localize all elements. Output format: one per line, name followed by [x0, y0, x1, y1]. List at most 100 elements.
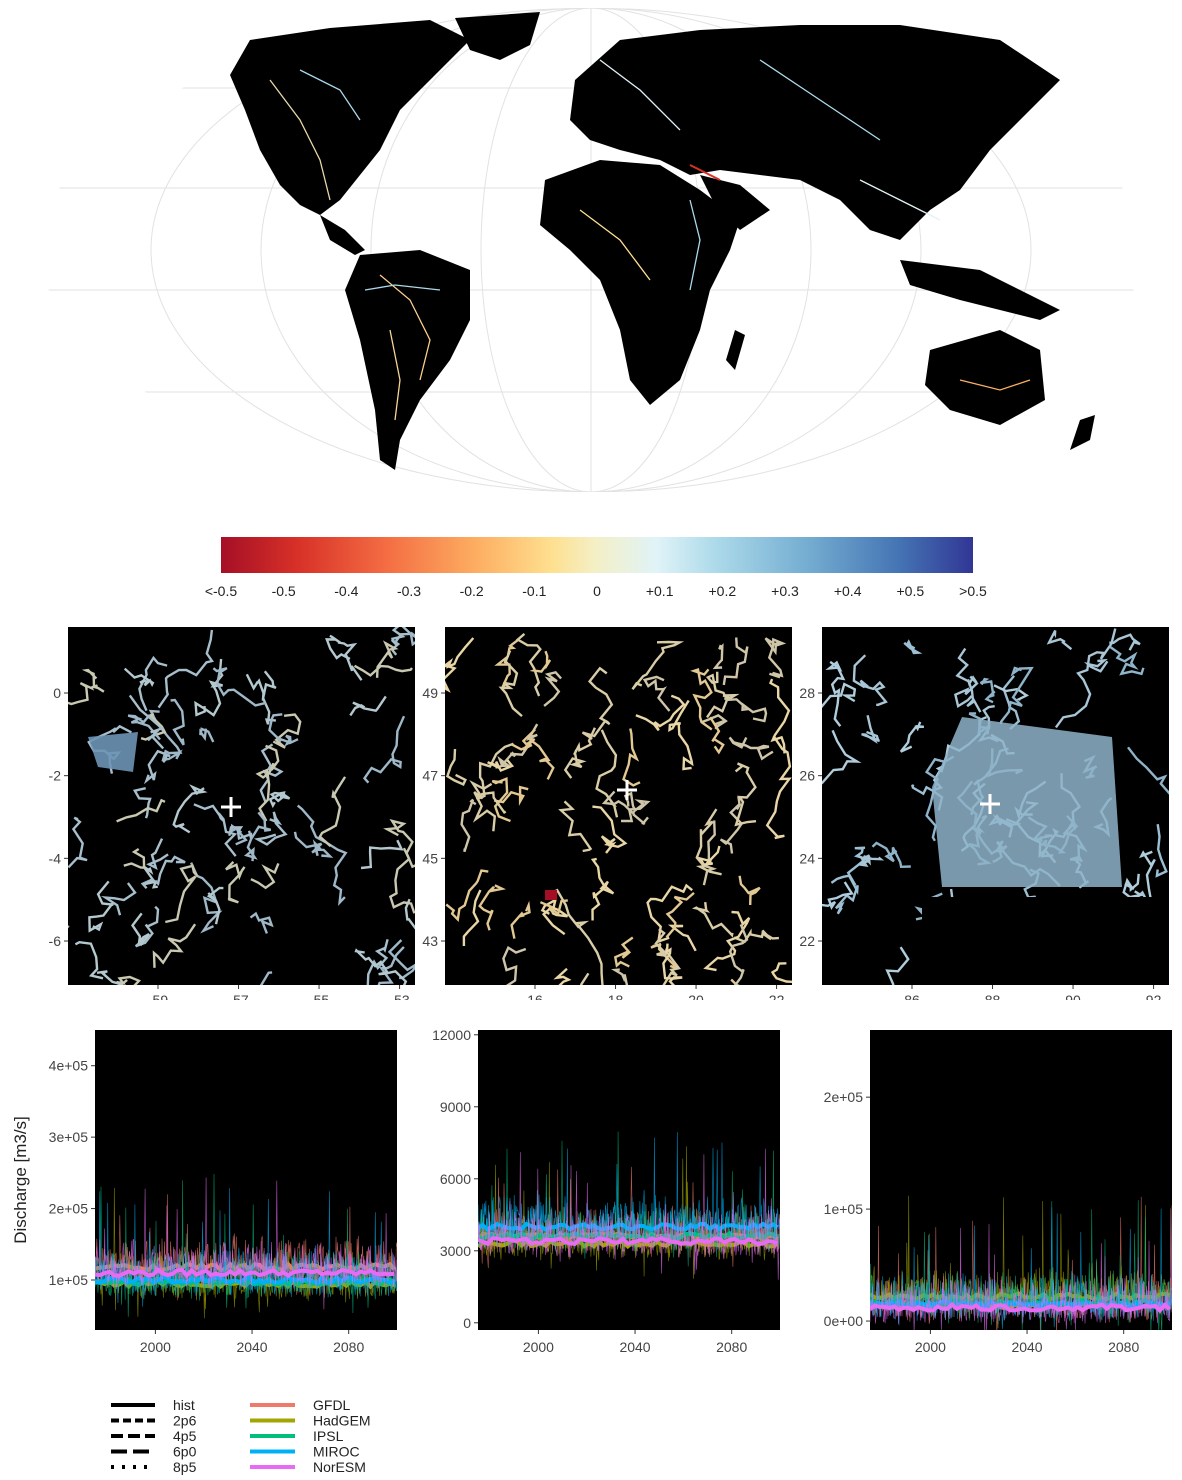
series-smoothed-line: [478, 1236, 779, 1247]
inset-map-1: 0 -2 -4 -6 -59 -57 -55 -53: [49, 627, 415, 1000]
legend-model-label: HadGEM: [313, 1413, 371, 1429]
chart-x-tick-label: 2040: [619, 1339, 650, 1355]
inset-y-tick-label: -2: [49, 768, 62, 784]
chart-y-tick-label: 12000: [432, 1027, 471, 1043]
inset-y-tick-label: 26: [799, 768, 815, 784]
discharge-chart-1: 1e+05 2e+05 3e+05 4e+05 2000 2040 2080 Discharg…: [11, 1030, 397, 1355]
location-crosshair-icon: [980, 794, 1000, 814]
colorbar-tick-label: +0.3: [771, 583, 799, 599]
series-miroc: [478, 1132, 780, 1250]
chart-y-tick-label: 1e+05: [49, 1272, 89, 1288]
chart-y-tick-label: 6000: [440, 1171, 471, 1187]
legend-model-label: IPSL: [313, 1428, 344, 1444]
colorbar-tick-label: -0.1: [522, 583, 546, 599]
chart-y-tick-label: 2e+05: [49, 1201, 89, 1217]
chart-y-tick-label: 3e+05: [49, 1129, 89, 1145]
inset-x-tick-label: -59: [148, 992, 168, 1000]
inset-map-2: 49 47 45 43 16 18 20 22: [422, 627, 792, 1000]
colorbar-tick-label: 0: [593, 583, 601, 599]
inset-y-tick-label: 47: [422, 768, 438, 784]
legend-model-label: MIROC: [313, 1444, 360, 1460]
inset-x-tick-label: 22: [769, 992, 785, 1000]
chart-y-tick-label: 3000: [440, 1243, 471, 1259]
chart-y-tick-label: 1e+05: [824, 1201, 864, 1217]
chart-y-tick-label: 0: [463, 1315, 471, 1331]
inset-lake: [88, 732, 138, 772]
colorbar-tick-label: -0.5: [272, 583, 296, 599]
discharge-charts: 1e+05 2e+05 3e+05 4e+05 2000 2040 2080 Discharg…: [11, 1027, 1172, 1355]
chart-x-tick-label: 2000: [140, 1339, 171, 1355]
inset-x-tick-label: 90: [1065, 992, 1081, 1000]
chart-x-tick-label: 2040: [236, 1339, 267, 1355]
inset-y-tick-label: 24: [799, 850, 815, 866]
colorbar-tick-label: +0.1: [646, 583, 674, 599]
colorbar-tick-label: -0.3: [397, 583, 421, 599]
legend-model-label: NorESM: [313, 1459, 366, 1475]
chart-x-tick-label: 2000: [523, 1339, 554, 1355]
inset-y-tick-label: 49: [422, 685, 438, 701]
series-smoothed-line: [95, 1267, 395, 1279]
inset-river-network: [445, 632, 792, 985]
inset-y-tick-label: -6: [49, 933, 62, 949]
inset-x-tick-label: 18: [608, 992, 624, 1000]
chart-x-tick-label: 2080: [333, 1339, 364, 1355]
legend-scenario-label: hist: [173, 1397, 195, 1413]
series-smoothed-line: [870, 1301, 1171, 1314]
inset-river-network: [68, 627, 415, 985]
legend-model-label: GFDL: [313, 1397, 351, 1413]
legend: hist 2p6 4p5 6p0 8p5 GFDL HadGEM IPSL MIROC NorE…: [105, 1395, 425, 1475]
legend-scenario-label: 6p0: [173, 1444, 197, 1460]
discharge-chart-3: 0e+00 1e+05 2e+05 2000 2040 2080: [824, 1030, 1172, 1355]
inset-y-tick-label: 43: [422, 933, 438, 949]
legend-scenario-label: 2p6: [173, 1413, 197, 1429]
chart-x-tick-label: 2080: [716, 1339, 747, 1355]
chart-y-tick-label: 2e+05: [824, 1089, 864, 1105]
location-crosshair-icon: [221, 797, 241, 817]
inset-x-tick-label: 20: [688, 992, 704, 1000]
world-map: [41, 8, 1141, 492]
inset-y-tick-label: 0: [53, 685, 61, 701]
inset-y-tick-label: 22: [799, 933, 815, 949]
inset-flooded-area: [932, 717, 1122, 887]
legend-scenario-label: 4p5: [173, 1428, 197, 1444]
inset-x-tick-label: 92: [1146, 992, 1162, 1000]
inset-hotspot: [545, 890, 557, 900]
inset-y-tick-label: 45: [422, 850, 438, 866]
inset-dark-area: [922, 897, 1169, 985]
inset-y-tick-label: 28: [799, 685, 815, 701]
colorbar-tick-label: +0.4: [834, 583, 862, 599]
inset-x-tick-label: 86: [904, 992, 920, 1000]
colorbar-tick-label: >0.5: [959, 583, 987, 599]
series-noresm: [870, 1208, 1172, 1330]
colorbar-tick-label: +0.2: [709, 583, 737, 599]
chart-x-tick-label: 2000: [915, 1339, 946, 1355]
chart-plot-area: [478, 1030, 780, 1330]
colorbar-labels: <-0.5 -0.5 -0.4 -0.3 -0.2 -0.1 0 +0.1 +0.2 +0.3 +0…: [205, 583, 987, 599]
map-landmasses: [230, 12, 1095, 470]
chart-y-tick-label: 9000: [440, 1099, 471, 1115]
inset-x-tick-label: 88: [985, 992, 1001, 1000]
inset-x-tick-label: -57: [228, 992, 248, 1000]
discharge-chart-2: 0 3000 6000 9000 12000 2000 2040 2080: [432, 1027, 780, 1355]
colorbar-tick-label: -0.2: [460, 583, 484, 599]
chart-y-tick-label: 0e+00: [824, 1313, 864, 1329]
chart-y-axis-label: Discharge [m3/s]: [11, 1116, 30, 1244]
series-noresm: [478, 1148, 780, 1280]
series-smoothed-line: [478, 1221, 779, 1233]
inset-x-tick-label: 16: [527, 992, 543, 1000]
series-noresm: [95, 1177, 397, 1310]
colorbar-gradient: [221, 537, 973, 573]
colorbar-tick-label: -0.4: [334, 583, 358, 599]
inset-x-tick-label: -55: [309, 992, 329, 1000]
legend-scenario-label: 8p5: [173, 1459, 197, 1475]
chart-x-tick-label: 2040: [1011, 1339, 1042, 1355]
location-crosshair-icon: [617, 780, 637, 800]
colorbar-tick-label: +0.5: [897, 583, 925, 599]
map-rivers: [269, 59, 1031, 421]
inset-y-tick-label: -4: [49, 850, 62, 866]
inset-map-3: 28 26 24 22 86 88 90 92: [799, 627, 1169, 1000]
